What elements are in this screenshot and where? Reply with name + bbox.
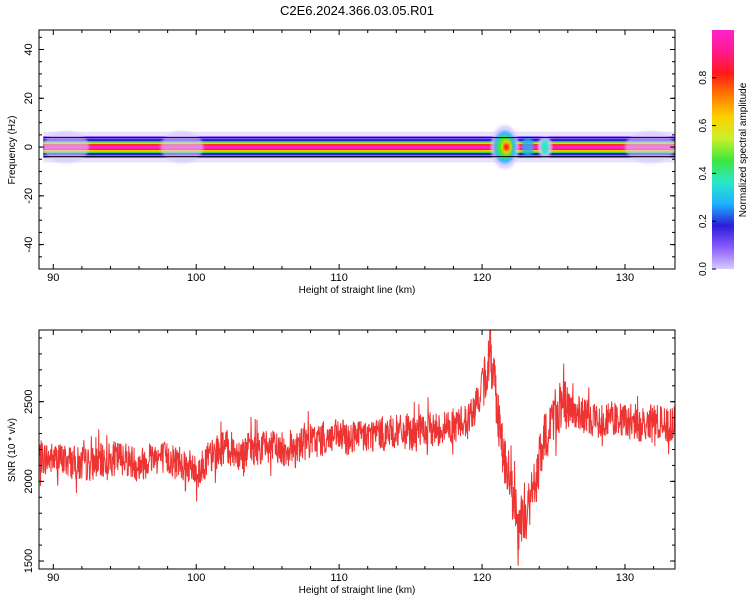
snr-y-tick-label: 1500 — [23, 549, 35, 573]
colorbar-label: Normalized spectral amplitude — [738, 82, 749, 217]
spectrogram-disturbance-core — [503, 143, 510, 151]
spectrogram-side-lobe — [160, 130, 204, 164]
spectrogram-y-tick-label: -40 — [23, 237, 35, 253]
colorbar-gradient — [712, 30, 734, 269]
snr-panel: 90 100 110 120 130 1500 2000 2500 Height of st… — [7, 329, 676, 596]
snr-x-tick-label: 90 — [47, 572, 59, 584]
snr-x-tick-label: 110 — [330, 572, 348, 584]
spectrogram-x-tick-label: 110 — [330, 272, 348, 284]
snr-x-tick-label: 100 — [187, 572, 205, 584]
snr-y-axis-label: SNR (10 * v/v) — [7, 418, 18, 482]
spectrogram-x-tick-label: 100 — [187, 272, 205, 284]
spectrogram-frame — [38, 29, 676, 270]
snr-x-tick-label: 130 — [616, 572, 634, 584]
spectrogram-y-tick-label: 40 — [23, 43, 35, 55]
snr-y-tick-label: 2500 — [23, 389, 35, 413]
spectrogram-x-tick-label: 90 — [47, 272, 59, 284]
spectrogram-y-tick-label: 20 — [23, 92, 35, 104]
spectrogram-y-tick-label: 0 — [23, 144, 35, 150]
spectrogram-y-axis-label: Frequency (Hz) — [7, 116, 18, 185]
spectrogram-x-axis-label: Height of straight line (km) — [299, 285, 416, 296]
colorbar-tick-label: 0.6 — [698, 118, 709, 132]
spectrogram-x-tick-label: 120 — [473, 272, 491, 284]
snr-x-axis-label: Height of straight line (km) — [299, 585, 416, 596]
spectrogram-band-layer — [43, 145, 675, 149]
spectrogram-disturbance-tail — [521, 136, 534, 158]
snr-y-ticks: 1500 2000 2500 — [23, 337, 675, 573]
colorbar: 0.0 0.2 0.4 0.6 0.8 Normalized spectral ampl… — [698, 30, 749, 276]
spectrogram-panel: 90 100 110 120 130 -40 -20 0 20 40 Height of str… — [7, 29, 676, 296]
snr-series-line — [39, 330, 675, 566]
colorbar-tick-label: 0.2 — [698, 214, 709, 228]
figure-title: C2E6.2024.366.03.05.R01 — [280, 3, 434, 18]
colorbar-tick-label: 0.8 — [698, 70, 709, 84]
spectrogram-y-ticks: -40 -20 0 20 40 — [23, 36, 675, 270]
spectrogram-x-tick-label: 130 — [616, 272, 634, 284]
colorbar-tick-label: 0.4 — [698, 166, 709, 180]
colorbar-tick-label: 0.0 — [698, 262, 709, 276]
spectrogram-side-lobe — [43, 130, 90, 164]
spectrogram-heatmap — [43, 125, 675, 170]
spectrogram-x-ticks: 90 100 110 120 130 — [47, 30, 655, 284]
snr-y-tick-label: 2000 — [23, 469, 35, 493]
snr-x-tick-label: 120 — [473, 572, 491, 584]
spectrogram-y-tick-label: -20 — [23, 188, 35, 204]
spectrogram-side-lobe — [624, 130, 675, 164]
colorbar-ticks: 0.0 0.2 0.4 0.6 0.8 — [698, 70, 716, 276]
snr-x-ticks: 90 100 110 120 130 — [47, 330, 655, 584]
spectrogram-disturbance-tail — [540, 139, 549, 155]
